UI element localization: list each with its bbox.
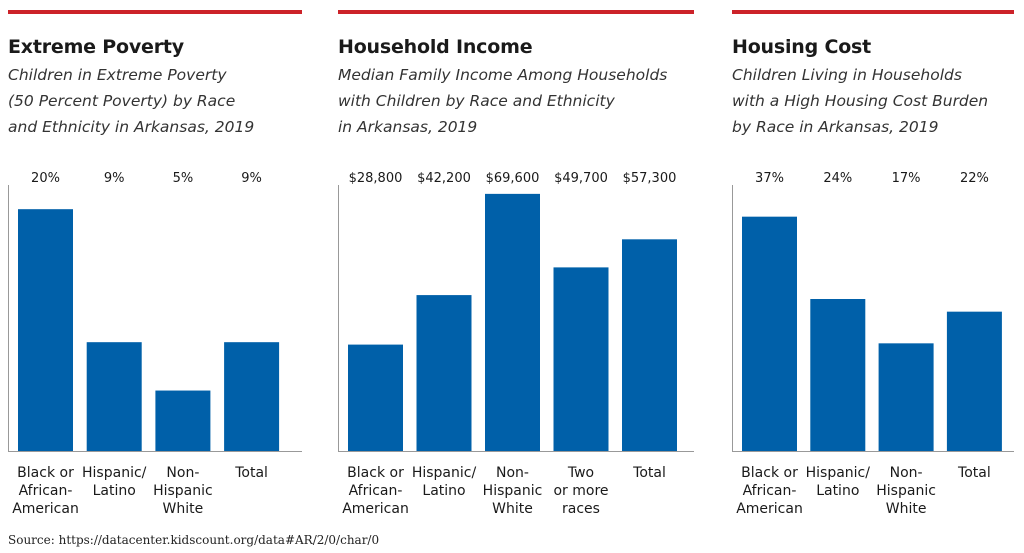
data-label: $69,600 (486, 171, 540, 186)
housing-cost-panel: Housing Cost Children Living in Househol… (732, 0, 1014, 553)
category-label: Two (567, 465, 594, 481)
category-label: Black or (347, 465, 404, 481)
category-label: Total (234, 465, 268, 481)
chart-subtitle-line-3: and Ethnicity in Arkansas, 2019 (8, 118, 255, 136)
category-label: African- (349, 483, 403, 499)
category-label: Hispanic/ (806, 465, 871, 481)
data-label: 37% (755, 171, 784, 186)
panel-accent-bar (338, 10, 694, 14)
category-label: White (886, 501, 927, 517)
category-label: Non- (496, 465, 529, 481)
category-label: races (562, 501, 600, 517)
category-label: Hispanic/ (82, 465, 147, 481)
category-label: African- (743, 483, 797, 499)
chart-subtitle-line-1: Median Family Income Among Households (338, 66, 668, 84)
bar (742, 216, 797, 451)
bar (416, 295, 472, 451)
housing-cost-bar-chart: 37% Black or African- American 24% Hispanic/L… (732, 171, 1014, 517)
data-label: $42,200 (417, 171, 471, 186)
source-note: Source: https://datacenter.kidscount.org… (8, 533, 380, 547)
household-income-panel: Household Income Median Family Income Am… (338, 0, 694, 553)
panel-accent-bar (732, 10, 1014, 14)
bar (946, 311, 1002, 451)
data-label: $28,800 (349, 171, 403, 186)
bar (348, 344, 403, 451)
category-label: American (12, 501, 79, 517)
category-label: Latino (816, 483, 859, 499)
bar (485, 193, 540, 451)
extreme-poverty-panel: Extreme Poverty Children in Extreme Pove… (8, 0, 302, 553)
data-label: 20% (31, 171, 60, 186)
data-label: $57,300 (623, 171, 677, 186)
bar (553, 267, 609, 451)
data-label: 22% (960, 171, 989, 186)
bar (878, 343, 934, 451)
bar (224, 342, 280, 451)
data-label: 5% (173, 171, 194, 186)
category-label: American (736, 501, 803, 517)
chart-title: Housing Cost (732, 36, 872, 58)
category-label: Latino (422, 483, 465, 499)
chart-subtitle-line-3: by Race in Arkansas, 2019 (732, 118, 939, 136)
category-label: Black or (17, 465, 74, 481)
data-label: 24% (823, 171, 852, 186)
bar (810, 299, 866, 451)
extreme-poverty-bar-chart: 20% Black or African- American 9% Hispanic/La… (8, 171, 302, 517)
category-label: Non- (166, 465, 199, 481)
category-label: Total (957, 465, 991, 481)
data-label: 17% (892, 171, 921, 186)
category-label: African- (19, 483, 73, 499)
chart-title: Extreme Poverty (8, 36, 184, 58)
bar (155, 390, 211, 451)
category-label: Latino (93, 483, 136, 499)
bar (622, 239, 677, 451)
chart-subtitle-line-3: in Arkansas, 2019 (338, 118, 478, 136)
category-label: Hispanic (153, 483, 213, 499)
data-label: $49,700 (554, 171, 608, 186)
category-label: Hispanic (483, 483, 543, 499)
category-label: Hispanic/ (412, 465, 477, 481)
bar (86, 342, 142, 451)
category-label: White (163, 501, 204, 517)
category-label: or more (553, 483, 608, 499)
category-label: Black or (741, 465, 798, 481)
data-label: 9% (241, 171, 262, 186)
household-income-bar-chart: $28,800 Black or African- American $42,200 Hi… (338, 171, 694, 517)
chart-subtitle-line-2: (50 Percent Poverty) by Race (8, 92, 236, 110)
chart-subtitle-line-1: Children Living in Households (732, 66, 962, 84)
category-label: Hispanic (876, 483, 936, 499)
chart-subtitle-line-2: with a High Housing Cost Burden (732, 92, 989, 110)
chart-title: Household Income (338, 36, 533, 58)
category-label: White (492, 501, 533, 517)
category-label: American (342, 501, 409, 517)
category-label: Total (632, 465, 666, 481)
category-label: Non- (890, 465, 923, 481)
data-label: 9% (104, 171, 125, 186)
chart-subtitle-line-1: Children in Extreme Poverty (8, 66, 227, 84)
bar (18, 209, 73, 451)
chart-subtitle-line-2: with Children by Race and Ethnicity (338, 92, 615, 110)
panel-accent-bar (8, 10, 302, 14)
